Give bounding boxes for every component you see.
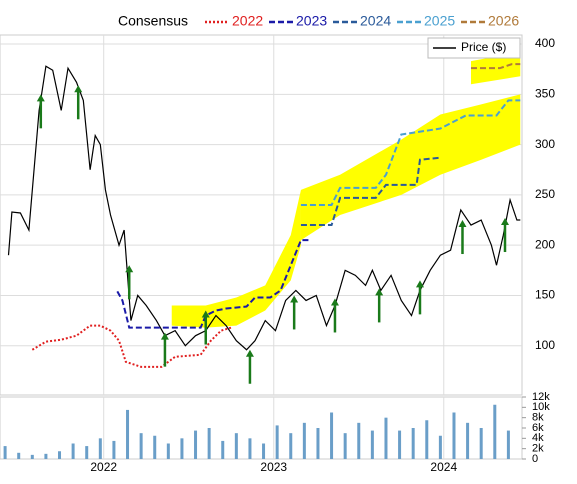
upgrade-arrow [245,349,254,384]
consensus-band [300,94,521,241]
arrow-head [125,265,134,273]
price-legend-box [427,37,521,59]
volume-bar [493,404,497,459]
y-tick-label: 0 [532,453,538,465]
consensus-band [470,52,521,85]
volume-bar [166,443,170,459]
y-tick-label: 300 [535,137,555,151]
x-tick-label: 2023 [260,460,287,474]
legend-label: 2026 [488,13,519,29]
y-tick-label: 8k [532,412,544,424]
volume-bar [411,428,415,459]
upgrade-arrow [125,265,134,300]
volume-bar [343,433,347,459]
volume-bar [452,412,456,459]
series-line [300,99,521,206]
volume-bar [262,443,266,459]
volume-bar [221,440,225,459]
volume-bar [126,409,130,459]
volume-bar [112,440,116,459]
y-tick-label: 100 [535,338,555,352]
upgrade-arrow [201,310,210,345]
y-tick-label: 10k [532,401,550,413]
legend-label: 2023 [296,13,327,29]
volume-bar [506,430,510,459]
upgrade-arrow [290,295,299,330]
volume-bar [58,451,62,459]
y-tick-label: 400 [535,36,555,50]
upgrade-arrow [415,280,424,315]
legend-label: 2024 [360,13,391,29]
volume-bar [466,422,470,459]
arrow-head [415,280,424,288]
series-line [116,239,312,329]
y-tick-label: 2k [532,443,544,455]
legend-label: 2025 [424,13,455,29]
volume-bar [275,425,279,459]
volume-bar [180,438,184,459]
legend-label: 2022 [232,13,263,29]
volume-bar [194,430,198,459]
y-tick-label: 6k [532,422,544,434]
arrow-head [160,332,169,340]
y-tick-label: 250 [535,187,555,201]
y-tick-label: 350 [535,87,555,101]
arrow-head [500,218,509,226]
volume-bar [479,428,483,459]
volume-bar [207,428,211,459]
y-tick-label: 4k [532,432,544,444]
x-tick-label: 2024 [430,460,457,474]
y-tick-label: 12k [532,391,550,403]
legend-title: Consensus [118,13,188,29]
upgrade-arrow [330,298,339,333]
volume-bar [384,417,388,459]
arrow-head [458,220,467,228]
upgrade-arrow [36,94,45,129]
arrow-head [36,94,45,102]
series-line [31,324,232,368]
arrow-head [290,295,299,303]
upgrade-arrow [458,220,467,255]
volume-bar [398,430,402,459]
consensus-band [171,189,301,328]
volume-bar [3,446,7,459]
volume-bar [30,454,34,459]
volume-bar [370,430,374,459]
volume-bar [17,452,21,459]
arrow-head [245,349,254,357]
arrow-head [201,310,210,318]
volume-bar [302,422,306,459]
main-plot [0,34,523,396]
y-tick-label: 200 [535,237,555,251]
series-line [470,63,521,70]
volume-bar [153,435,157,459]
legend-label: Price ($) [461,40,506,54]
volume-bar [85,446,89,459]
upgrade-arrow [500,218,509,253]
volume-bar [98,438,102,459]
upgrade-arrow [74,85,83,120]
x-tick-label: 2022 [90,460,117,474]
upgrade-arrow [160,332,169,367]
volume-bar [330,412,334,459]
arrow-head [74,85,83,93]
volume-bar [357,422,361,459]
volume-bar [438,435,442,459]
volume-bar [234,433,238,459]
volume-bar [289,433,293,459]
arrow-head [330,298,339,306]
upgrade-arrow [375,288,384,323]
y-tick-label: 150 [535,288,555,302]
volume-bar [316,428,320,459]
volume-bar [44,453,48,459]
arrow-head [375,288,384,296]
volume-bar [248,438,252,459]
volume-bar [139,433,143,459]
series-line [7,65,521,351]
volume-bar [71,443,75,459]
series-line [300,156,441,227]
volume-bar [425,420,429,459]
